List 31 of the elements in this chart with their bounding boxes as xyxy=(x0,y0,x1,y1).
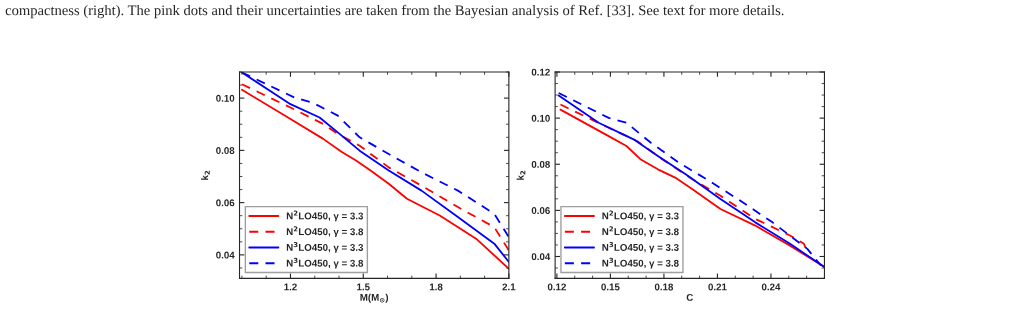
x-tick-label: 0.21 xyxy=(708,283,727,291)
legend-label: N$^{3}$LO450, γ = 3.8 xyxy=(602,257,679,269)
legend-label: N$^{3}$LO450, γ = 3.3 xyxy=(286,242,364,253)
y-tick-label: 0.04 xyxy=(531,253,551,261)
y-axis-title: k$_{2}$ xyxy=(516,170,526,180)
y-tick-label: 0.08 xyxy=(531,160,550,168)
y-tick-label: 0.10 xyxy=(216,94,235,102)
y-tick-label: 0.06 xyxy=(531,207,550,214)
x-axis-title: M(M$_{⊙}$) xyxy=(360,293,389,303)
legend-label: N$^{2}$LO450, γ = 3.8 xyxy=(286,226,364,238)
x-tick-label: 1.8 xyxy=(429,283,443,291)
legend-label: N$^{2}$LO450, γ = 3.3 xyxy=(602,210,679,222)
y-tick-label: 0.12 xyxy=(531,68,550,76)
y-tick-label: 0.10 xyxy=(531,114,550,122)
x-tick-label: 1.5 xyxy=(357,283,370,291)
y-axis-title: k$_{2}$ xyxy=(201,170,210,180)
legend-label: N$^{3}$LO450, γ = 3.3 xyxy=(602,242,679,253)
x-tick-label: 0.15 xyxy=(601,283,620,291)
x-tick-label: 2.1 xyxy=(502,283,516,291)
x-axis-title: C xyxy=(686,293,694,301)
legend-label: N$^{3}$LO450, γ = 3.8 xyxy=(286,257,364,269)
x-tick-label: 0.18 xyxy=(654,283,674,291)
legend-label: N$^{2}$LO450, γ = 3.3 xyxy=(286,210,364,222)
x-tick-label: 0.24 xyxy=(761,283,781,291)
x-tick-label: 0.12 xyxy=(547,283,566,291)
x-tick-label: 1.2 xyxy=(284,283,297,291)
y-tick-label: 0.06 xyxy=(216,199,235,207)
legend-label: N$^{2}$LO450, γ = 3.8 xyxy=(602,226,679,238)
text: compactness (right). The pink dots and their uncertainties are taken from the Bayesian analysis of Ref. [33]. See text for more details. xyxy=(5,4,784,19)
y-tick-label: 0.04 xyxy=(216,251,235,259)
y-tick-label: 0.08 xyxy=(216,147,235,154)
